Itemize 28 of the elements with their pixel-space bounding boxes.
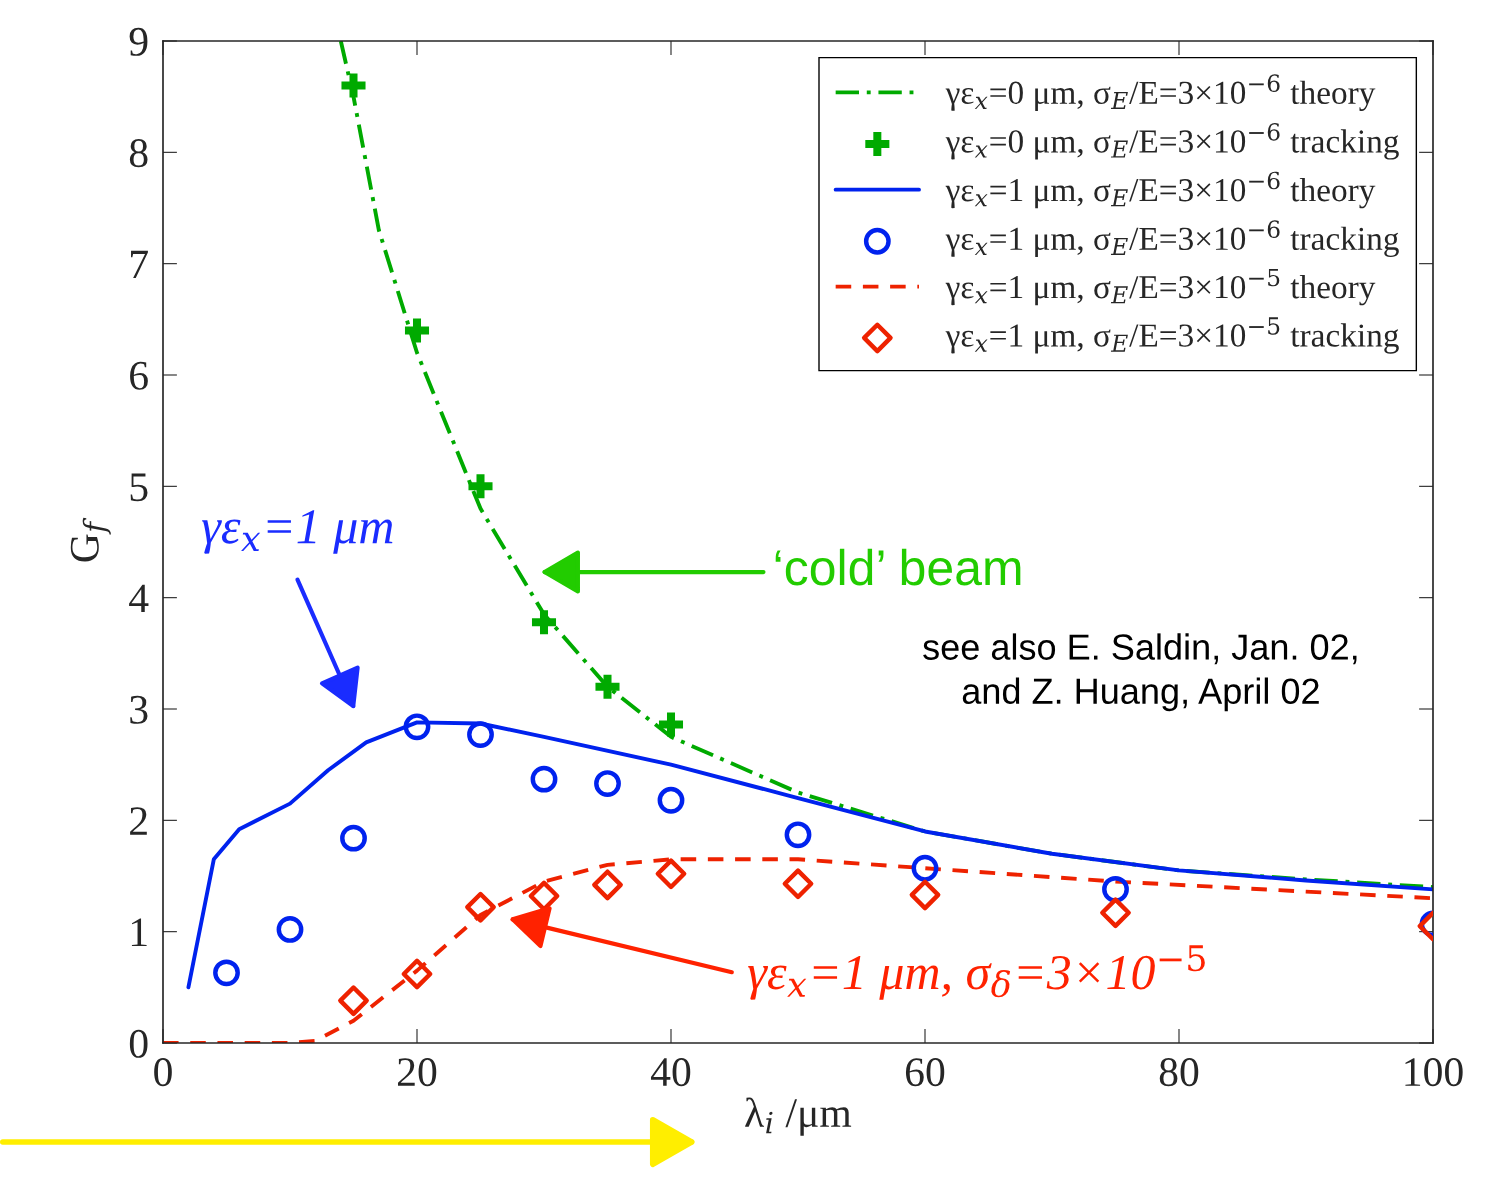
y-tick-label: 3 [130, 695, 148, 724]
x-axis-title: λ$_{i}$ /μm [745, 1097, 852, 1136]
x-tick-label: 40 [650, 1058, 691, 1087]
y-tick-label: 5 [130, 473, 148, 502]
x-tick-label: 100 [1405, 1058, 1463, 1087]
legend-label: γε$_{x}$=0 μm, σ$_{E}$/E=3×10$^{−6}$ tracking [945, 123, 1399, 160]
y-tick-label: 0 [129, 1029, 148, 1058]
y-tick-label: 4 [129, 584, 149, 613]
x-tick-label: 0 [154, 1058, 172, 1087]
x-tick-label: 20 [398, 1058, 437, 1087]
y-tick-label: 7 [131, 250, 148, 279]
y-axis-title: G$_{f}$ [70, 517, 111, 562]
x-tick-label: 80 [1159, 1058, 1199, 1087]
legend-label: γε$_{x}$=1 μm, σ$_{E}$/E=3×10$^{−6}$ theory [945, 171, 1376, 209]
annotation: γε$_{x}$=1 μm [202, 510, 393, 554]
legend-label: γε$_{x}$=0 μm, σ$_{E}$/E=3×10$^{−6}$ theory [945, 74, 1376, 111]
y-tick-label: 6 [130, 361, 148, 390]
y-tick-label: 9 [129, 27, 148, 56]
y-tick-label: 2 [130, 807, 147, 835]
annotation: see also E. Saldin, Jan. 02, and Z. Huang, April 02 [923, 633, 1357, 712]
legend-label: γε$_{x}$=1 μm, σ$_{E}$/E=3×10$^{−5}$ theory [945, 269, 1376, 306]
legend-label: γε$_{x}$=1 μm, σ$_{E}$/E=3×10$^{−6}$ tracking [945, 220, 1399, 257]
annotation: ‘cold’ beam [775, 548, 1021, 586]
x-tick-label: 60 [905, 1058, 945, 1087]
y-tick-label: 8 [129, 139, 148, 168]
legend-label: γε$_{x}$=1 μm, σ$_{E}$/E=3×10$^{−5}$ tracking [945, 317, 1399, 354]
y-tick-label: 1 [131, 918, 147, 947]
annotation: γε$_{x}$=1 μm, σ$_{δ}$=3×10$^{−5}$ [748, 945, 1205, 1000]
